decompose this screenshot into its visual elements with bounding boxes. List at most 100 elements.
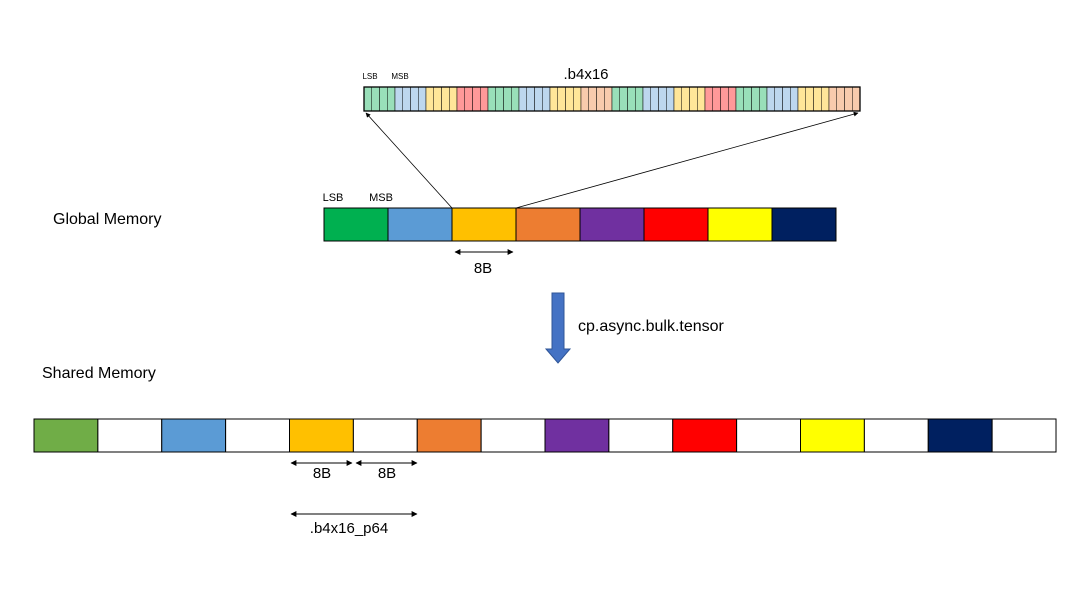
zoom-line-right (515, 111, 859, 209)
global-block (515, 207, 581, 242)
b4x16-cell (495, 86, 504, 112)
b4x16-msb-label: MSB (391, 72, 408, 81)
shared-block (927, 418, 993, 453)
b4x16-cell (712, 86, 721, 112)
b4x16-cell (371, 86, 380, 112)
b4x16-cell (666, 86, 675, 112)
shared-padding-block (225, 418, 291, 453)
b4x16-cell (542, 86, 551, 112)
zoom-line-left (365, 112, 453, 209)
b4x16-cell (774, 86, 783, 112)
b4x16-cell (619, 86, 628, 112)
b4x16-cell (379, 86, 388, 112)
operation-label: cp.async.bulk.tensor (578, 318, 725, 335)
b4x16-cell (549, 86, 558, 112)
b4x16-cell (588, 86, 597, 112)
global-msb-label: MSB (369, 192, 393, 204)
global-memory-label: Global Memory (53, 211, 161, 228)
global-block (451, 207, 517, 242)
b4x16-label: .b4x16 (563, 66, 608, 83)
b4x16-cell (410, 86, 419, 112)
b4x16-cell (363, 86, 372, 112)
global-block (643, 207, 709, 242)
global-block (323, 207, 389, 242)
b4x16-cell (526, 86, 535, 112)
b4x16-cell (580, 86, 589, 112)
b4x16-cell (433, 86, 442, 112)
b4x16-cell (735, 86, 744, 112)
b4x16-cell (844, 86, 853, 112)
b4x16-strip-border (363, 86, 861, 112)
b4x16-cell (394, 86, 403, 112)
shared-padding-block (352, 418, 418, 453)
b4x16-cell (797, 86, 806, 112)
b4x16-cell (689, 86, 698, 112)
b4x16-cell (518, 86, 527, 112)
b4x16-cell (813, 86, 822, 112)
shared-padding-block (97, 418, 163, 453)
b4x16-cell (611, 86, 620, 112)
b4x16-cell (565, 86, 574, 112)
shared-block (544, 418, 610, 453)
b4x16-cell (805, 86, 814, 112)
global-block (707, 207, 773, 242)
b4x16-cell (487, 86, 496, 112)
b4x16-cell (627, 86, 636, 112)
b4x16-cell (604, 86, 613, 112)
b4x16-cell (728, 86, 737, 112)
global-lsb-label: LSB (323, 192, 344, 204)
b4x16-strip (363, 86, 861, 112)
b4x16-cell (782, 86, 791, 112)
global-block (771, 207, 837, 242)
b4x16-cell (472, 86, 481, 112)
b4x16-cell (658, 86, 667, 112)
b4x16-cell (418, 86, 427, 112)
b4x16-cell (828, 86, 837, 112)
global-8b-label: 8B (474, 260, 492, 277)
b4x16-cell (534, 86, 543, 112)
b4x16-cell (673, 86, 682, 112)
b4x16-cell (642, 86, 651, 112)
b4x16-cell (766, 86, 775, 112)
shared-padding-block (863, 418, 929, 453)
b4x16-lsb-label: LSB (362, 72, 377, 81)
global-memory-row (323, 207, 837, 242)
shared-block (672, 418, 738, 453)
b4x16-cell (635, 86, 644, 112)
b4x16-cell (441, 86, 450, 112)
shared-padding-block (991, 418, 1057, 453)
shared-8b-label-2: 8B (378, 465, 396, 482)
b4x16-cell (681, 86, 690, 112)
shared-block (289, 418, 354, 453)
b4x16-cell (503, 86, 512, 112)
b4x16-cell (821, 86, 830, 112)
b4x16-cell (480, 86, 489, 112)
shared-padding-block (480, 418, 546, 453)
global-block (387, 207, 453, 242)
b4x16-cell (743, 86, 752, 112)
shared-block (800, 418, 865, 453)
b4x16-cell (449, 86, 458, 112)
b4x16-cell (704, 86, 713, 112)
b4x16-cell (464, 86, 473, 112)
global-block (579, 207, 645, 242)
shared-block (161, 418, 227, 453)
shared-padding-block (736, 418, 802, 453)
b4x16-cell (573, 86, 582, 112)
b4x16-cell (650, 86, 659, 112)
shared-block (416, 418, 482, 453)
b4x16-cell (697, 86, 706, 112)
b4x16-cell (387, 86, 396, 112)
shared-memory-label: Shared Memory (42, 365, 156, 382)
shared-memory-row (33, 418, 1057, 453)
b4x16-cell (836, 86, 845, 112)
b4x16-cell (596, 86, 605, 112)
b4x16-cell (456, 86, 465, 112)
padded-format-label: .b4x16_p64 (310, 520, 388, 537)
b4x16-cell (402, 86, 411, 112)
b4x16-cell (425, 86, 434, 112)
b4x16-cell (751, 86, 760, 112)
b4x16-cell (511, 86, 520, 112)
b4x16-cell (852, 86, 861, 112)
